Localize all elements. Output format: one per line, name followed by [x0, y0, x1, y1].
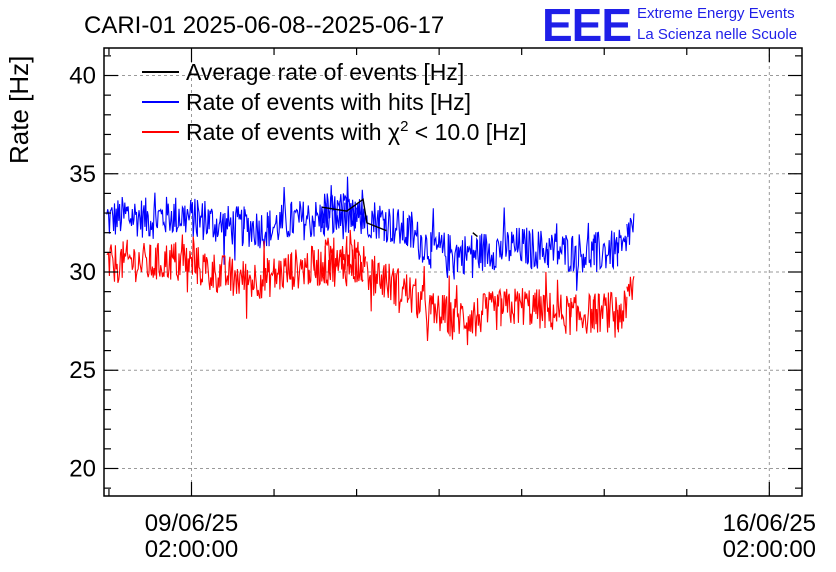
series-1-segment-0 — [106, 176, 367, 265]
legend-chi2-suffix: < 10.0 [Hz] — [408, 119, 526, 145]
y-tick-label-30: 30 — [69, 259, 96, 286]
series-0-segment-1 — [472, 232, 478, 238]
series-2-segment-3 — [626, 276, 635, 300]
series-2-segment-0 — [106, 234, 367, 319]
legend-entry-chi2: Rate of events with χ2 < 10.0 [Hz] — [142, 118, 527, 145]
x-tick-label-time-1: 02:00:00 — [723, 536, 816, 563]
eee-logo-line2: La Scienza nelle Scuole — [637, 26, 797, 43]
x-tick-label-date-0: 09/06/25 — [145, 510, 238, 537]
series-2-segment-1 — [321, 229, 364, 282]
legend: Average rate of events [Hz] Rate of even… — [142, 59, 527, 145]
series-1-segment-1 — [321, 189, 364, 233]
y-axis-label: Rate [Hz] — [4, 56, 34, 164]
legend-label-chi2: Rate of events with χ2 < 10.0 [Hz] — [186, 118, 527, 145]
chart-title: CARI-01 2025-06-08--2025-06-17 — [84, 12, 444, 39]
legend-chi2-superscript: 2 — [400, 118, 408, 135]
legend-chi2-symbol: χ — [388, 119, 400, 145]
eee-logo-line1: Extreme Energy Events — [637, 5, 795, 22]
series-0-segment-0 — [321, 198, 387, 232]
y-tick-label-40: 40 — [69, 63, 96, 90]
series-2-segment-2 — [366, 255, 628, 346]
x-tick-label-time-0: 02:00:00 — [145, 536, 238, 563]
eee-logo-letters: EEE — [542, 0, 631, 51]
legend-label-average: Average rate of events [Hz] — [186, 59, 464, 85]
legend-chi2-prefix: Rate of events with — [186, 119, 388, 145]
y-tick-label-20: 20 — [69, 455, 96, 482]
legend-entry-hits: Rate of events with hits [Hz] — [142, 89, 471, 115]
series-1 — [106, 176, 635, 291]
series-0 — [321, 198, 478, 238]
legend-label-hits: Rate of events with hits [Hz] — [186, 89, 471, 115]
x-tick-label-date-1: 16/06/25 — [723, 510, 816, 537]
series-layer — [106, 176, 635, 346]
legend-entry-average: Average rate of events [Hz] — [142, 59, 464, 85]
eee-logo: EEE Extreme Energy Events La Scienza nel… — [542, 0, 797, 51]
series-2 — [106, 229, 635, 346]
axis-layer: 202530354009/06/2502:00:0016/06/2502:00:… — [69, 47, 816, 563]
y-tick-label-25: 25 — [69, 357, 96, 384]
series-1-segment-3 — [626, 213, 635, 245]
series-1-segment-2 — [366, 202, 628, 291]
y-tick-label-35: 35 — [69, 161, 96, 188]
